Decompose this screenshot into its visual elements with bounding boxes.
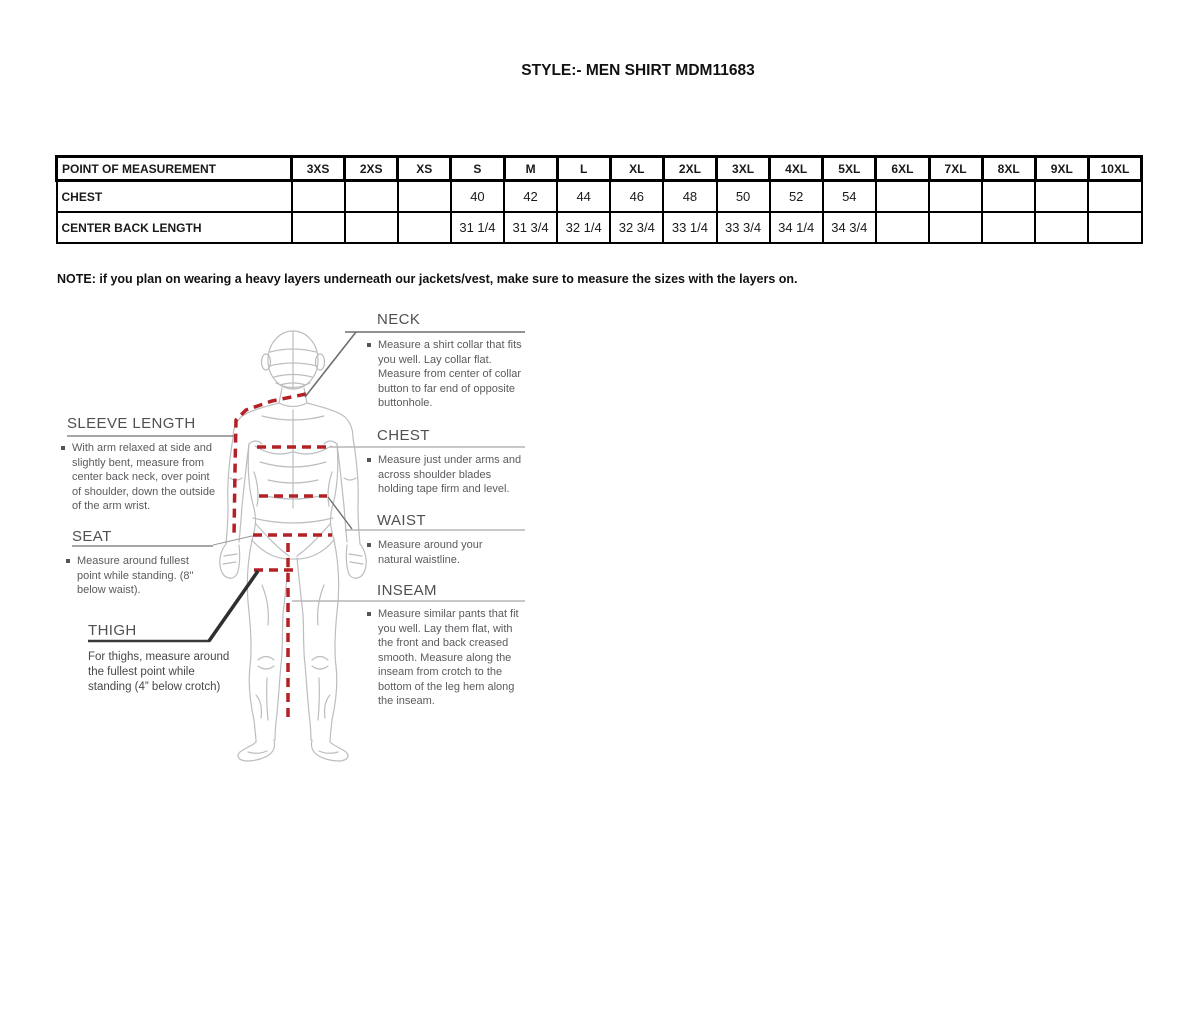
bullet-icon (367, 343, 371, 347)
column-header-size: S (449, 155, 506, 182)
table-row-center-back-length: CENTER BACK LENGTH 31 1/4 31 3/4 32 1/4 … (55, 211, 1143, 244)
thigh-description: For thighs, measure around the fullest p… (88, 651, 230, 693)
size-table-header-row: POINT OF MEASUREMENT 3XS 2XS XS S M L XL… (55, 155, 1144, 182)
bullet-icon (66, 559, 70, 563)
bullet-icon (61, 446, 65, 450)
inseam-description: Measure similar pants that fit you well.… (367, 607, 527, 709)
cell: 32 3/4 (609, 211, 665, 244)
column-header-size: XL (608, 155, 665, 182)
size-table: POINT OF MEASUREMENT 3XS 2XS XS S M L XL… (55, 155, 1144, 244)
bullet-icon (367, 543, 371, 547)
column-header-size: 10XL (1086, 155, 1144, 182)
neck-description: Measure a shirt collar that fits you wel… (367, 338, 525, 411)
thigh-label: THIGH (88, 622, 137, 639)
chest-description: Measure just under arms and across shoul… (367, 453, 525, 497)
column-header-size: 6XL (874, 155, 931, 182)
column-header-size: 2XL (661, 155, 719, 182)
cell: 31 3/4 (502, 211, 559, 244)
column-header-size: XS (396, 155, 453, 182)
column-header-size: 9XL (1033, 155, 1090, 182)
guide-section-chest: CHEST (377, 427, 430, 444)
column-header-size: 3XL (714, 155, 772, 182)
column-header-size: 3XS (289, 155, 347, 182)
cell (396, 211, 452, 244)
cell (874, 211, 931, 244)
cell (981, 211, 1037, 244)
cell: 34 1/4 (768, 211, 824, 244)
waist-description: Measure around your natural waistline. (367, 538, 517, 567)
column-header-size: 8XL (980, 155, 1037, 182)
sleeve-length-description: With arm relaxed at side and slightly be… (61, 441, 219, 514)
cell: 52 (768, 179, 824, 213)
guide-section-seat: SEAT (72, 528, 112, 545)
column-header-size: L (555, 155, 612, 182)
cell (343, 211, 399, 244)
guide-section-thigh: THIGH (88, 622, 137, 639)
cell (927, 179, 984, 213)
seat-label: SEAT (72, 528, 112, 545)
column-header-size: M (502, 155, 559, 182)
cell: 31 1/4 (449, 211, 506, 244)
guide-section-waist: WAIST (377, 512, 426, 529)
inseam-label: INSEAM (377, 582, 437, 599)
row-label: CENTER BACK LENGTH (55, 211, 293, 244)
cell: 34 3/4 (821, 211, 877, 244)
cell: 33 1/4 (662, 211, 718, 244)
cell (1034, 211, 1090, 244)
human-figure-wireframe (219, 330, 367, 762)
column-header-size: 5XL (821, 155, 878, 182)
cell: 42 (502, 179, 559, 213)
cell (1087, 179, 1143, 213)
waist-label: WAIST (377, 512, 426, 529)
cell: 46 (609, 179, 665, 213)
page-title: STYLE:- MEN SHIRT MDM11683 (521, 62, 755, 79)
measurement-dash-lines (232, 392, 332, 723)
bullet-icon (367, 458, 371, 462)
note-text: NOTE: if you plan on wearing a heavy lay… (57, 272, 798, 286)
cell (874, 179, 931, 213)
chest-label: CHEST (377, 427, 430, 444)
cell: 33 3/4 (715, 211, 771, 244)
cell: 32 1/4 (556, 211, 612, 244)
bullet-icon (367, 612, 371, 616)
guide-section-sleeve-length: SLEEVE LENGTH (67, 415, 196, 432)
guide-section-neck: NECK (377, 311, 420, 328)
column-header-size: 2XS (343, 155, 400, 182)
neck-label: NECK (377, 311, 421, 328)
sleeve-measure-line (232, 392, 307, 538)
cell (1087, 211, 1143, 244)
cell (927, 211, 984, 244)
column-header-size: 4XL (768, 155, 825, 182)
leader-lines (67, 331, 525, 643)
cell (290, 211, 346, 244)
column-header-size: 7XL (927, 155, 984, 182)
guide-section-inseam: INSEAM (377, 582, 437, 599)
seat-description: Measure around fullest point while stand… (66, 554, 211, 598)
sleeve-length-label: SLEEVE LENGTH (67, 415, 196, 432)
column-header-point-of-measurement: POINT OF MEASUREMENT (55, 155, 293, 182)
